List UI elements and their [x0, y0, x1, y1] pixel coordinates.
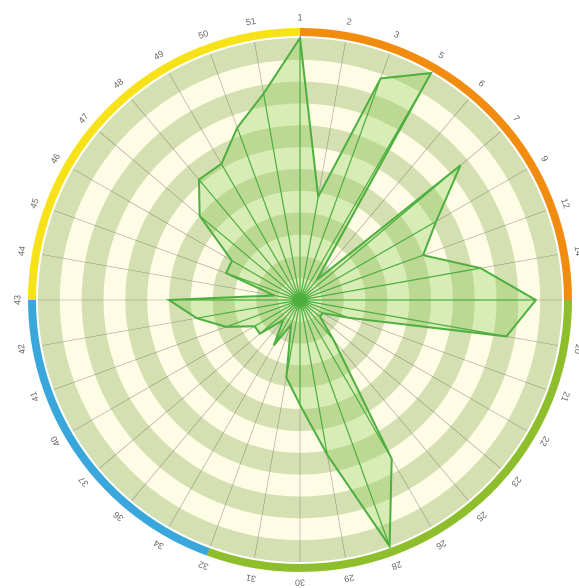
outer-ring-segment: [28, 28, 301, 301]
tick-label: 40: [48, 434, 62, 448]
series-spoke: [299, 299, 350, 319]
spoke-line: [299, 299, 501, 469]
tick-label: 1: [297, 12, 302, 22]
tick-label: 3: [393, 29, 401, 40]
series-spoke: [290, 299, 301, 325]
series-spoke: [282, 299, 301, 321]
tick-label: 50: [197, 28, 210, 41]
tick-label: 30: [295, 578, 305, 588]
tick-label: 32: [197, 559, 210, 572]
series-spoke: [254, 299, 301, 327]
series-spoke: [299, 78, 382, 301]
series-spoke: [299, 299, 335, 341]
spoke-line: [299, 299, 528, 432]
tick-label: 20: [573, 343, 579, 355]
series-spoke: [299, 299, 393, 460]
spoke-line: [131, 299, 301, 501]
tick-label: 26: [434, 538, 448, 552]
outer-ring-group: [28, 28, 572, 572]
series-group: [165, 35, 538, 550]
tick-label: 2: [346, 16, 353, 27]
series-spoke: [259, 299, 301, 335]
tick-label: 41: [28, 390, 41, 403]
series-spoke: [299, 299, 321, 318]
series-spoke: [299, 254, 424, 301]
series-spoke: [299, 279, 318, 301]
tick-label: 25: [475, 509, 489, 523]
tick-label: 22: [538, 434, 552, 448]
tick-label: 21: [559, 390, 572, 403]
series-spoke: [225, 299, 301, 328]
series-spoke: [225, 272, 301, 301]
series-spoke: [220, 163, 301, 301]
tick-label: 44: [16, 245, 28, 257]
tick-label: 48: [111, 76, 125, 90]
series-spoke: [274, 294, 301, 301]
tick-label: 42: [16, 343, 28, 355]
series-spoke: [299, 299, 328, 455]
tick-label: 7: [511, 113, 522, 123]
spoke-line: [299, 99, 469, 301]
series-spoke: [263, 93, 301, 301]
outer-ring-segment: [28, 299, 210, 556]
tick-label: 36: [111, 509, 125, 523]
series-spoke: [299, 164, 461, 301]
tick-label: 45: [28, 197, 41, 210]
spoke-line: [41, 254, 301, 301]
tick-label: 16: [578, 295, 579, 305]
series-spoke: [231, 260, 301, 301]
tick-label: 12: [559, 197, 572, 210]
series-spoke: [299, 299, 391, 547]
tick-label: 49: [152, 48, 166, 62]
series-spoke: [299, 299, 507, 337]
tick-label: 43: [12, 295, 22, 305]
series-spoke: [236, 127, 301, 301]
tick-label: 5: [437, 50, 446, 61]
tick-label: 34: [152, 538, 166, 552]
tick-label: 29: [343, 573, 355, 585]
tick-label: 14: [573, 245, 579, 257]
series-spoke: [299, 196, 319, 301]
tick-label: 47: [76, 111, 90, 125]
spoke-line: [210, 299, 301, 547]
outer-ring-segment: [206, 299, 572, 572]
tick-label: 37: [76, 475, 90, 489]
tick-label: 46: [48, 152, 62, 166]
tick-label: 51: [245, 16, 257, 28]
tick-label: 9: [539, 154, 550, 163]
series-spoke: [299, 72, 432, 301]
outer-ring-segment: [299, 28, 572, 301]
series-spoke: [285, 299, 301, 378]
tick-label: 6: [477, 78, 487, 89]
series-spoke: [198, 179, 301, 301]
tick-label: 31: [245, 573, 257, 585]
series-spoke: [299, 267, 481, 301]
tick-label: 23: [509, 475, 523, 489]
tick-label-group: 1235679121416202122232526282930313234363…: [12, 12, 579, 587]
tick-label: 28: [390, 559, 403, 572]
series-spoke: [199, 215, 301, 301]
series-spoke: [273, 299, 301, 346]
series-spoke: [299, 220, 437, 301]
series-spoke: [299, 299, 323, 314]
series-spoke: [196, 299, 301, 319]
